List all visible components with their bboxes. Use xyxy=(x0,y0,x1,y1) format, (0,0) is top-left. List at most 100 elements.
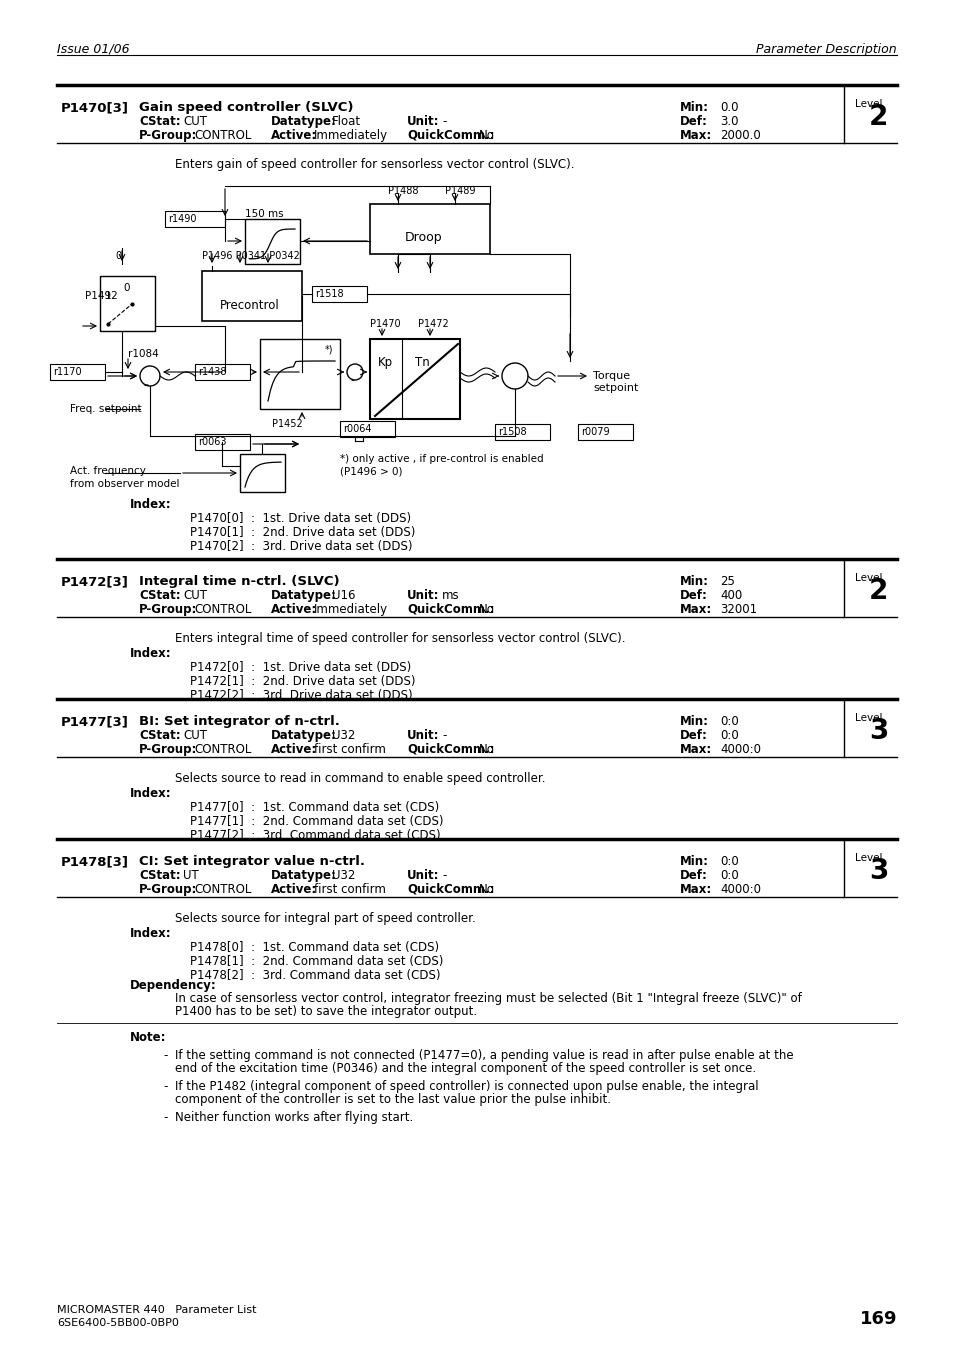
Bar xyxy=(100,276,154,331)
Text: 32001: 32001 xyxy=(720,603,757,616)
Text: 0.0: 0.0 xyxy=(720,101,738,113)
Text: 0: 0 xyxy=(123,282,130,293)
Bar xyxy=(495,424,550,440)
Bar xyxy=(370,339,459,419)
Text: If the setting command is not connected (P1477=0), a pending value is read in af: If the setting command is not connected … xyxy=(174,1048,793,1062)
Text: r0079: r0079 xyxy=(580,427,609,436)
Text: Unit:: Unit: xyxy=(407,589,439,603)
Text: r1084: r1084 xyxy=(128,349,158,359)
Text: No: No xyxy=(478,128,495,142)
Text: Kp: Kp xyxy=(377,357,393,369)
Text: CONTROL: CONTROL xyxy=(193,603,251,616)
Text: 3.0: 3.0 xyxy=(720,115,738,128)
Text: 25: 25 xyxy=(720,576,734,588)
Text: -: - xyxy=(350,376,354,385)
Text: Parameter Description: Parameter Description xyxy=(756,43,896,55)
Text: P1470[0]  :  1st. Drive data set (DDS): P1470[0] : 1st. Drive data set (DDS) xyxy=(190,512,411,526)
Text: P1472[3]: P1472[3] xyxy=(61,576,129,588)
Text: Freq. setpoint: Freq. setpoint xyxy=(70,404,141,413)
Text: 1: 1 xyxy=(105,290,112,301)
Text: 3: 3 xyxy=(868,717,887,744)
Text: P-Group:: P-Group: xyxy=(139,884,197,896)
Text: P1477[3]: P1477[3] xyxy=(61,715,129,728)
Bar xyxy=(339,422,395,436)
Text: Note:: Note: xyxy=(130,1031,167,1044)
Text: Index:: Index: xyxy=(130,647,172,661)
Text: Selects source to read in command to enable speed controller.: Selects source to read in command to ena… xyxy=(174,771,545,785)
Text: P-Group:: P-Group: xyxy=(139,603,197,616)
Bar xyxy=(50,363,105,380)
Text: Immediately: Immediately xyxy=(314,128,388,142)
Text: r0063: r0063 xyxy=(198,436,226,447)
Text: P1477[0]  :  1st. Command data set (CDS): P1477[0] : 1st. Command data set (CDS) xyxy=(190,801,438,815)
Text: 0:0: 0:0 xyxy=(720,869,738,882)
Text: P1478[2]  :  3rd. Command data set (CDS): P1478[2] : 3rd. Command data set (CDS) xyxy=(190,969,440,982)
Text: MICROMASTER 440   Parameter List: MICROMASTER 440 Parameter List xyxy=(57,1305,256,1315)
Bar xyxy=(165,211,225,227)
Bar xyxy=(312,286,367,303)
Text: No: No xyxy=(478,743,495,757)
Bar xyxy=(194,434,250,450)
Text: (P1496 > 0): (P1496 > 0) xyxy=(339,467,402,477)
Text: *) only active , if pre-control is enabled: *) only active , if pre-control is enabl… xyxy=(339,454,543,463)
Text: QuickComm.:: QuickComm.: xyxy=(407,603,494,616)
Text: Max:: Max: xyxy=(679,128,712,142)
Text: Min:: Min: xyxy=(679,855,708,867)
Text: Level: Level xyxy=(854,99,882,109)
Text: 3: 3 xyxy=(868,857,887,885)
Text: U32: U32 xyxy=(332,730,355,742)
Text: Active:: Active: xyxy=(271,603,317,616)
Text: Def:: Def: xyxy=(679,730,707,742)
Text: 0: 0 xyxy=(115,251,121,261)
Text: r0064: r0064 xyxy=(343,424,371,434)
Text: Datatype:: Datatype: xyxy=(271,589,336,603)
Bar xyxy=(245,219,299,263)
Text: QuickComm.:: QuickComm.: xyxy=(407,128,494,142)
Text: Dependency:: Dependency: xyxy=(130,979,216,992)
Text: Level: Level xyxy=(854,573,882,584)
Text: P1478[0]  :  1st. Command data set (CDS): P1478[0] : 1st. Command data set (CDS) xyxy=(190,942,438,954)
Circle shape xyxy=(140,366,160,386)
Text: P1488: P1488 xyxy=(388,186,418,196)
Text: CUT: CUT xyxy=(183,115,207,128)
Text: P1477[2]  :  3rd. Command data set (CDS): P1477[2] : 3rd. Command data set (CDS) xyxy=(190,830,440,842)
Text: P1470[1]  :  2nd. Drive data set (DDS): P1470[1] : 2nd. Drive data set (DDS) xyxy=(190,526,415,539)
Text: P1472[0]  :  1st. Drive data set (DDS): P1472[0] : 1st. Drive data set (DDS) xyxy=(190,661,411,674)
Text: In case of sensorless vector control, integrator freezing must be selected (Bit : In case of sensorless vector control, in… xyxy=(174,992,801,1005)
Text: P-Group:: P-Group: xyxy=(139,743,197,757)
Text: from observer model: from observer model xyxy=(70,480,179,489)
Text: -: - xyxy=(163,1079,167,1093)
Text: CI: Set integrator value n-ctrl.: CI: Set integrator value n-ctrl. xyxy=(139,855,365,867)
Text: Immediately: Immediately xyxy=(314,603,388,616)
Text: QuickComm.:: QuickComm.: xyxy=(407,884,494,896)
Bar xyxy=(240,454,285,492)
Text: end of the excitation time (P0346) and the integral component of the speed contr: end of the excitation time (P0346) and t… xyxy=(174,1062,756,1075)
Text: r1438: r1438 xyxy=(198,367,226,377)
Text: U32: U32 xyxy=(332,869,355,882)
Text: 0:0: 0:0 xyxy=(720,715,738,728)
Text: UT: UT xyxy=(183,869,198,882)
Text: Def:: Def: xyxy=(679,869,707,882)
Text: setpoint: setpoint xyxy=(593,382,638,393)
Text: Level: Level xyxy=(854,852,882,863)
Text: CStat:: CStat: xyxy=(139,589,180,603)
Bar xyxy=(194,363,250,380)
Text: *): *) xyxy=(325,345,334,354)
Text: r1518: r1518 xyxy=(314,289,343,299)
Text: Enters gain of speed controller for sensorless vector control (SLVC).: Enters gain of speed controller for sens… xyxy=(174,158,574,172)
Text: No: No xyxy=(478,603,495,616)
Bar xyxy=(260,339,339,409)
Text: Index:: Index: xyxy=(130,788,172,800)
Text: P1400 has to be set) to save the integrator output.: P1400 has to be set) to save the integra… xyxy=(174,1005,476,1019)
Text: P1477[1]  :  2nd. Command data set (CDS): P1477[1] : 2nd. Command data set (CDS) xyxy=(190,815,443,828)
Text: -: - xyxy=(163,1111,167,1124)
Text: BI: Set integrator of n-ctrl.: BI: Set integrator of n-ctrl. xyxy=(139,715,339,728)
Text: Datatype:: Datatype: xyxy=(271,115,336,128)
Text: P1489: P1489 xyxy=(444,186,475,196)
Bar xyxy=(578,424,633,440)
Circle shape xyxy=(501,363,527,389)
Text: Selects source for integral part of speed controller.: Selects source for integral part of spee… xyxy=(174,912,476,925)
Text: No: No xyxy=(478,884,495,896)
Text: Min:: Min: xyxy=(679,101,708,113)
Text: P1470[3]: P1470[3] xyxy=(61,101,129,113)
